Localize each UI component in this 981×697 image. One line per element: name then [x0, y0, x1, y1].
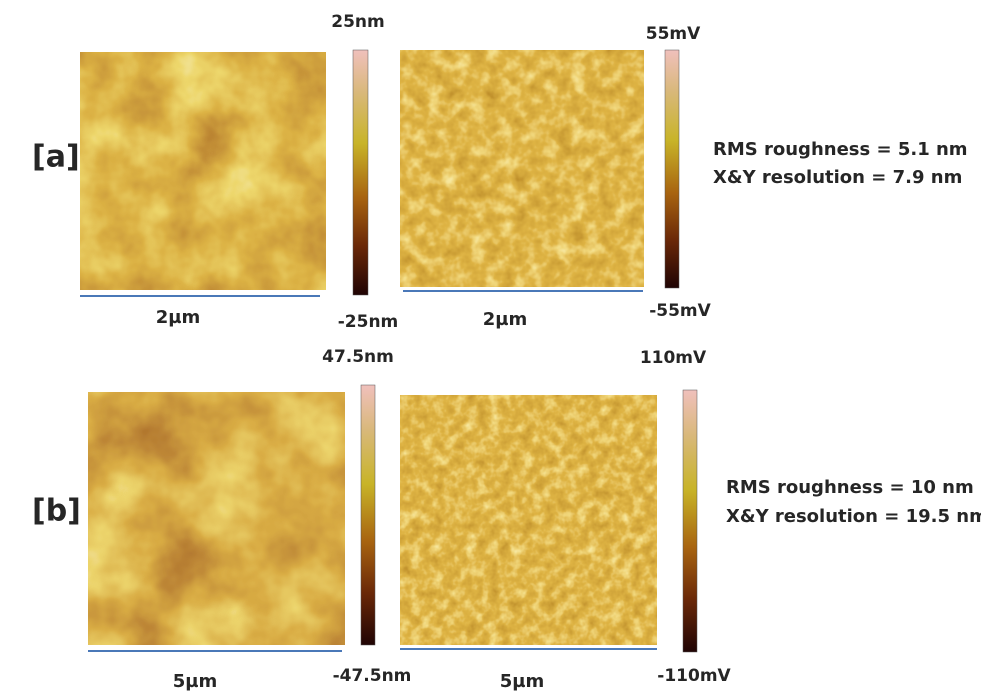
colorbar-max: 55mV [646, 24, 701, 44]
height-image [88, 392, 345, 645]
colorbar [353, 50, 368, 295]
colorbar [683, 390, 697, 652]
stat-line: RMS roughness = 10 nm [726, 477, 974, 498]
stat-line: X&Y resolution = 19.5 nm [726, 506, 981, 527]
phase-image [400, 50, 644, 287]
colorbar-max: 47.5nm [322, 347, 394, 367]
panel-label: [b] [32, 494, 81, 529]
stat-line: X&Y resolution = 7.9 nm [713, 167, 962, 188]
colorbar-min: -47.5nm [333, 666, 412, 686]
scale-bar-label: 5µm [500, 671, 545, 692]
stat-line: RMS roughness = 5.1 nm [713, 139, 968, 160]
colorbar [665, 50, 679, 288]
panel-label: [a] [32, 140, 80, 175]
colorbar-max: 110mV [640, 348, 707, 368]
height-image [80, 52, 326, 290]
figure: [a] 2µm 25nm -25nm 2µm 55mV -55mV RMS ro… [0, 0, 981, 693]
colorbar [361, 385, 375, 645]
colorbar-min: -25nm [338, 312, 399, 332]
scale-bar-label: 5µm [173, 671, 218, 692]
colorbar-min: -55mV [649, 301, 711, 321]
page: {"panels": [ {"label": "[a]", "height_im… [0, 0, 981, 693]
scale-bar-label: 2µm [156, 307, 201, 328]
scale-bar-label: 2µm [483, 309, 528, 330]
phase-image [400, 395, 657, 645]
colorbar-max: 25nm [331, 12, 384, 32]
colorbar-min: -110mV [657, 666, 731, 686]
